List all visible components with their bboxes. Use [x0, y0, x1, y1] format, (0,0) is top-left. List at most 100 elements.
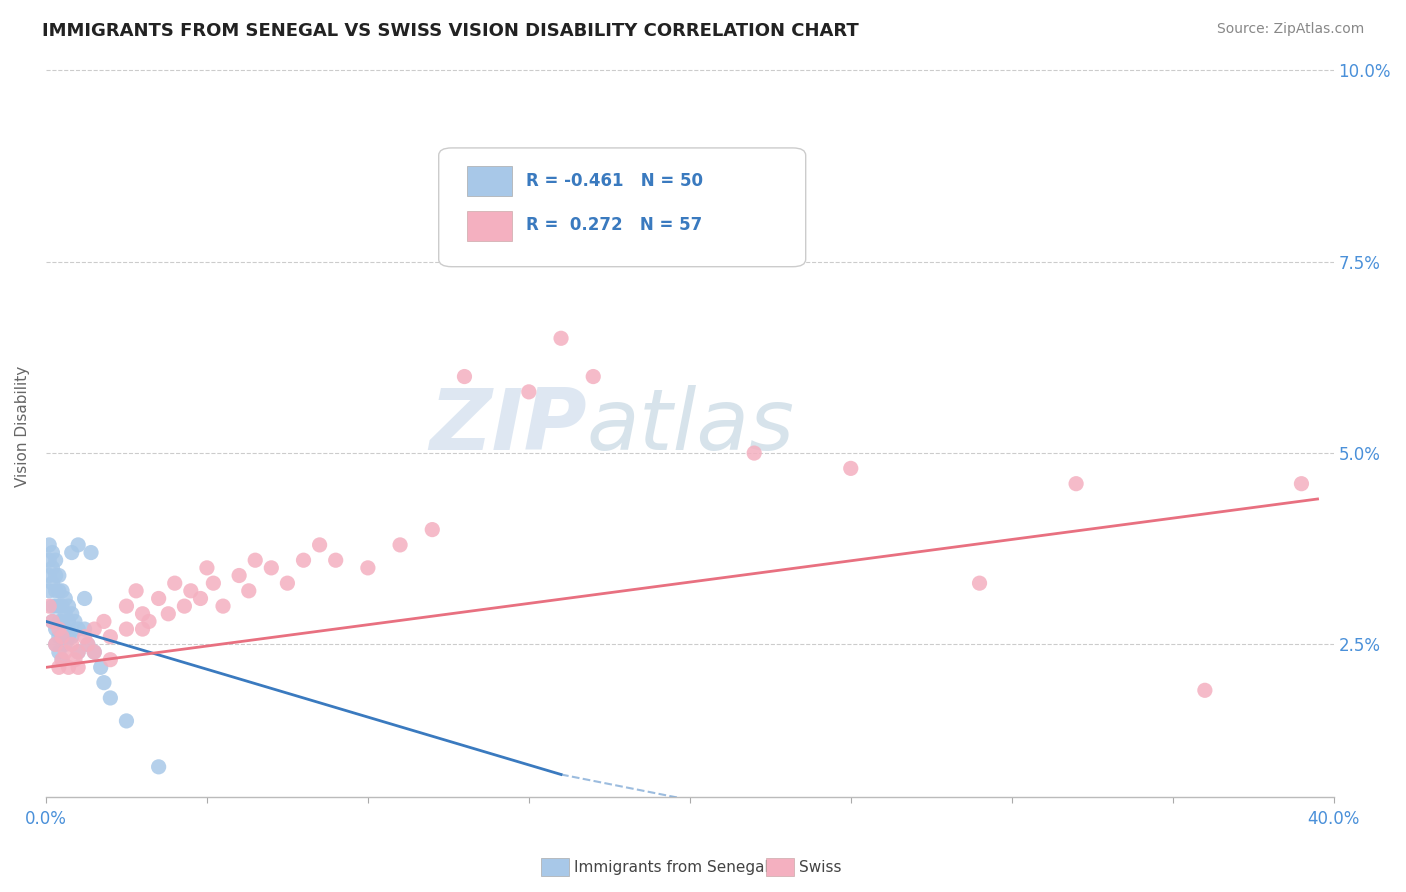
Text: atlas: atlas	[586, 384, 794, 467]
Point	[67, 538, 90, 552]
Point	[48, 583, 70, 598]
Point	[76, 637, 98, 651]
Point	[195, 561, 218, 575]
Point	[51, 630, 73, 644]
Point	[647, 201, 669, 215]
Point	[83, 645, 105, 659]
Point	[48, 660, 70, 674]
Point	[48, 630, 70, 644]
Point	[276, 576, 298, 591]
Point	[389, 538, 412, 552]
Point	[53, 637, 76, 651]
Point	[51, 653, 73, 667]
Point	[517, 384, 540, 399]
Point	[45, 622, 67, 636]
Point	[1194, 683, 1216, 698]
Point	[41, 599, 63, 614]
Point	[73, 630, 96, 644]
Point	[98, 653, 121, 667]
Point	[60, 630, 83, 644]
Point	[38, 568, 60, 582]
Point	[969, 576, 991, 591]
Point	[45, 637, 67, 651]
Point	[48, 568, 70, 582]
Point	[228, 568, 250, 582]
Point	[53, 645, 76, 659]
Point	[453, 369, 475, 384]
Point	[357, 561, 380, 575]
Point	[41, 545, 63, 559]
Point	[45, 637, 67, 651]
Point	[58, 599, 80, 614]
Point	[41, 615, 63, 629]
Point	[420, 523, 443, 537]
Point	[45, 568, 67, 582]
Point	[1064, 476, 1087, 491]
Point	[180, 583, 202, 598]
Point	[41, 576, 63, 591]
Point	[63, 615, 86, 629]
Point	[190, 591, 212, 606]
Point	[90, 660, 112, 674]
Point	[67, 645, 90, 659]
Point	[53, 622, 76, 636]
Point	[550, 331, 572, 345]
Point	[58, 660, 80, 674]
Point	[60, 637, 83, 651]
Point	[53, 607, 76, 621]
Point	[131, 607, 153, 621]
Point	[38, 538, 60, 552]
Point	[38, 583, 60, 598]
Point	[67, 622, 90, 636]
Point	[51, 599, 73, 614]
Point	[51, 615, 73, 629]
Point	[38, 553, 60, 567]
Point	[173, 599, 195, 614]
Point	[48, 615, 70, 629]
Point	[308, 538, 330, 552]
Point	[83, 645, 105, 659]
Point	[48, 599, 70, 614]
Point	[202, 576, 225, 591]
Text: Immigrants from Senegal: Immigrants from Senegal	[574, 860, 769, 874]
Point	[115, 622, 138, 636]
FancyBboxPatch shape	[467, 167, 512, 196]
Point	[41, 561, 63, 575]
Text: IMMIGRANTS FROM SENEGAL VS SWISS VISION DISABILITY CORRELATION CHART: IMMIGRANTS FROM SENEGAL VS SWISS VISION …	[42, 22, 859, 40]
Point	[51, 653, 73, 667]
Point	[67, 645, 90, 659]
Point	[1291, 476, 1313, 491]
Text: R = -0.461   N = 50: R = -0.461 N = 50	[526, 171, 703, 190]
Text: Source: ZipAtlas.com: Source: ZipAtlas.com	[1216, 22, 1364, 37]
Point	[138, 615, 160, 629]
Point	[148, 760, 170, 774]
Point	[98, 630, 121, 644]
FancyBboxPatch shape	[439, 148, 806, 267]
Point	[45, 553, 67, 567]
Point	[742, 446, 765, 460]
Point	[63, 653, 86, 667]
Point	[148, 591, 170, 606]
Point	[73, 622, 96, 636]
Point	[58, 630, 80, 644]
Point	[45, 583, 67, 598]
FancyBboxPatch shape	[467, 211, 512, 241]
Point	[80, 545, 103, 559]
Point	[73, 591, 96, 606]
Point	[93, 675, 115, 690]
Point	[93, 615, 115, 629]
Point	[60, 607, 83, 621]
Point	[238, 583, 260, 598]
Point	[67, 660, 90, 674]
Point	[41, 615, 63, 629]
Point	[131, 622, 153, 636]
Point	[115, 714, 138, 728]
Point	[76, 637, 98, 651]
Point	[58, 615, 80, 629]
Point	[45, 599, 67, 614]
Point	[53, 591, 76, 606]
Y-axis label: Vision Disability: Vision Disability	[15, 366, 30, 487]
Point	[325, 553, 347, 567]
Point	[245, 553, 267, 567]
Point	[125, 583, 148, 598]
